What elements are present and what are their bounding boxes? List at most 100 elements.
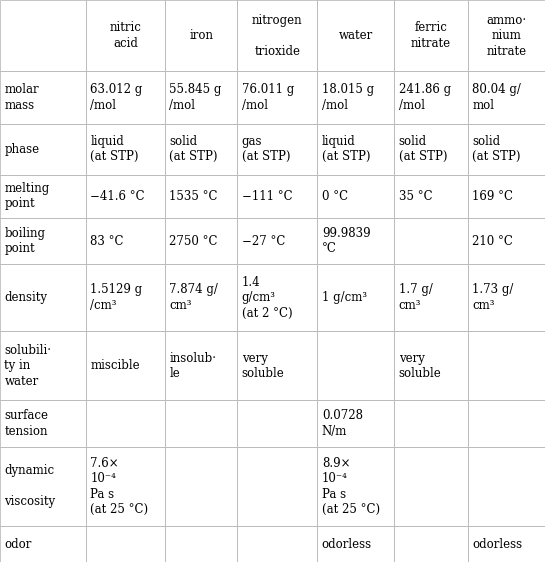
Bar xyxy=(394,0,468,71)
Bar xyxy=(394,526,468,562)
Text: odor: odor xyxy=(4,537,32,551)
Bar xyxy=(238,331,317,401)
Bar xyxy=(0,447,86,526)
Text: molar
mass: molar mass xyxy=(4,83,39,112)
Bar xyxy=(394,401,468,447)
Bar xyxy=(86,0,165,71)
Text: 0.0728
N/m: 0.0728 N/m xyxy=(322,409,363,438)
Text: solid
(at STP): solid (at STP) xyxy=(169,135,217,164)
Bar xyxy=(0,264,86,331)
Bar xyxy=(165,526,238,562)
Bar xyxy=(0,71,86,124)
Text: 1 g/cm³: 1 g/cm³ xyxy=(322,291,367,304)
Bar xyxy=(165,124,238,175)
Bar xyxy=(238,175,317,218)
Bar xyxy=(317,264,394,331)
Bar xyxy=(317,124,394,175)
Text: boiling
point: boiling point xyxy=(4,227,45,255)
Text: 210 °C: 210 °C xyxy=(473,234,513,248)
Bar xyxy=(468,218,545,264)
Bar xyxy=(0,124,86,175)
Bar xyxy=(468,0,545,71)
Text: nitrogen

trioxide: nitrogen trioxide xyxy=(252,13,302,57)
Text: 8.9×
10⁻⁴
Pa s
(at 25 °C): 8.9× 10⁻⁴ Pa s (at 25 °C) xyxy=(322,457,380,516)
Bar xyxy=(317,218,394,264)
Bar xyxy=(238,401,317,447)
Bar xyxy=(468,526,545,562)
Text: very
soluble: very soluble xyxy=(242,352,284,380)
Text: 55.845 g
/mol: 55.845 g /mol xyxy=(169,83,222,112)
Text: odorless: odorless xyxy=(473,537,523,551)
Bar xyxy=(394,71,468,124)
Bar xyxy=(165,401,238,447)
Bar xyxy=(238,218,317,264)
Bar xyxy=(238,0,317,71)
Text: dynamic

viscosity: dynamic viscosity xyxy=(4,464,56,509)
Bar xyxy=(238,526,317,562)
Bar xyxy=(86,264,165,331)
Bar xyxy=(165,218,238,264)
Text: liquid
(at STP): liquid (at STP) xyxy=(90,135,139,164)
Bar xyxy=(86,124,165,175)
Bar xyxy=(165,71,238,124)
Text: 2750 °C: 2750 °C xyxy=(169,234,217,248)
Text: 241.86 g
/mol: 241.86 g /mol xyxy=(398,83,451,112)
Text: 1535 °C: 1535 °C xyxy=(169,190,217,203)
Bar xyxy=(394,124,468,175)
Bar xyxy=(165,264,238,331)
Bar xyxy=(468,264,545,331)
Text: 18.015 g
/mol: 18.015 g /mol xyxy=(322,83,374,112)
Bar xyxy=(86,71,165,124)
Bar xyxy=(165,175,238,218)
Text: 35 °C: 35 °C xyxy=(398,190,432,203)
Text: 99.9839
°C: 99.9839 °C xyxy=(322,227,371,255)
Bar xyxy=(165,331,238,401)
Text: iron: iron xyxy=(189,29,213,42)
Bar xyxy=(394,331,468,401)
Bar xyxy=(317,0,394,71)
Text: −111 °C: −111 °C xyxy=(242,190,293,203)
Bar xyxy=(317,71,394,124)
Text: surface
tension: surface tension xyxy=(4,409,49,438)
Bar xyxy=(165,447,238,526)
Bar xyxy=(468,124,545,175)
Bar xyxy=(0,218,86,264)
Text: 7.874 g/
cm³: 7.874 g/ cm³ xyxy=(169,283,218,312)
Text: very
soluble: very soluble xyxy=(398,352,441,380)
Text: 76.011 g
/mol: 76.011 g /mol xyxy=(242,83,294,112)
Bar xyxy=(394,264,468,331)
Bar xyxy=(86,175,165,218)
Bar xyxy=(394,175,468,218)
Text: solubili·
ty in
water: solubili· ty in water xyxy=(4,344,51,388)
Text: 80.04 g/
mol: 80.04 g/ mol xyxy=(473,83,522,112)
Text: liquid
(at STP): liquid (at STP) xyxy=(322,135,370,164)
Text: gas
(at STP): gas (at STP) xyxy=(242,135,290,164)
Bar xyxy=(394,447,468,526)
Text: 1.73 g/
cm³: 1.73 g/ cm³ xyxy=(473,283,514,312)
Text: solid
(at STP): solid (at STP) xyxy=(398,135,447,164)
Bar xyxy=(0,0,86,71)
Text: 1.4
g/cm³
(at 2 °C): 1.4 g/cm³ (at 2 °C) xyxy=(242,276,293,320)
Bar xyxy=(468,447,545,526)
Text: 1.7 g/
cm³: 1.7 g/ cm³ xyxy=(398,283,433,312)
Bar xyxy=(0,175,86,218)
Bar xyxy=(394,218,468,264)
Text: ammo·
nium
nitrate: ammo· nium nitrate xyxy=(487,13,526,57)
Text: miscible: miscible xyxy=(90,359,140,372)
Bar xyxy=(238,264,317,331)
Text: 0 °C: 0 °C xyxy=(322,190,348,203)
Bar xyxy=(0,526,86,562)
Text: solid
(at STP): solid (at STP) xyxy=(473,135,521,164)
Bar xyxy=(0,331,86,401)
Text: density: density xyxy=(4,291,47,304)
Bar xyxy=(317,331,394,401)
Bar xyxy=(238,71,317,124)
Bar xyxy=(317,401,394,447)
Bar xyxy=(0,401,86,447)
Text: 63.012 g
/mol: 63.012 g /mol xyxy=(90,83,143,112)
Bar xyxy=(317,526,394,562)
Bar xyxy=(86,526,165,562)
Text: −41.6 °C: −41.6 °C xyxy=(90,190,145,203)
Text: 83 °C: 83 °C xyxy=(90,234,124,248)
Text: −27 °C: −27 °C xyxy=(242,234,285,248)
